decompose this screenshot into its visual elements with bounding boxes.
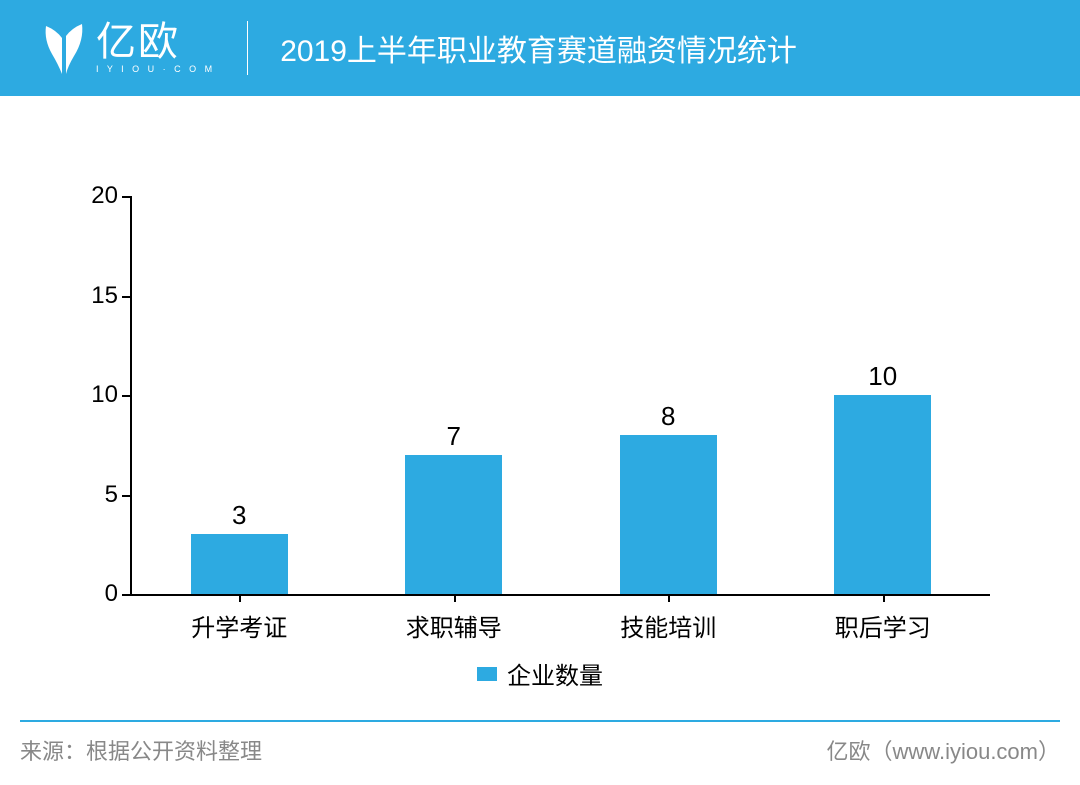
- brand-logo: 亿欧 I Y I O U · C O M: [40, 20, 215, 76]
- chart-area: 051015203升学考证7求职辅导8技能培训10职后学习 企业数量: [60, 186, 1020, 696]
- y-tick-label: 10: [91, 381, 118, 409]
- y-tick: [122, 196, 130, 198]
- leaf-logo-icon: [40, 20, 88, 76]
- x-tick-label: 技能培训: [620, 608, 716, 643]
- brand-subtext: I Y I O U · C O M: [96, 64, 215, 74]
- bar: 8: [620, 435, 717, 594]
- bar-value-label: 3: [232, 500, 246, 531]
- y-tick: [122, 395, 130, 397]
- plot-region: 051015203升学考证7求职辅导8技能培训10职后学习: [130, 196, 990, 596]
- x-tick-label: 升学考证: [191, 608, 287, 643]
- footer-divider: [20, 720, 1060, 722]
- source-text: 来源：根据公开资料整理: [20, 734, 262, 766]
- bar: 7: [405, 455, 502, 594]
- legend: 企业数量: [477, 656, 603, 691]
- bar-value-label: 8: [661, 401, 675, 432]
- x-tick: [883, 594, 885, 602]
- x-tick-label: 职后学习: [835, 608, 931, 643]
- x-tick: [239, 594, 241, 602]
- chart-title: 2019上半年职业教育赛道融资情况统计: [280, 26, 797, 70]
- y-tick: [122, 594, 130, 596]
- bar-value-label: 7: [447, 421, 461, 452]
- brand-name: 亿欧: [96, 22, 215, 62]
- y-tick-label: 0: [105, 580, 118, 608]
- x-tick: [454, 594, 456, 602]
- header-divider: [247, 21, 248, 75]
- y-tick-label: 15: [91, 282, 118, 310]
- y-tick: [122, 296, 130, 298]
- x-tick-label: 求职辅导: [406, 608, 502, 643]
- attribution-text: 亿欧（www.iyiou.com）: [827, 734, 1060, 766]
- footer: 来源：根据公开资料整理 亿欧（www.iyiou.com）: [20, 734, 1060, 766]
- bar-value-label: 10: [868, 361, 897, 392]
- x-tick: [668, 594, 670, 602]
- y-tick-label: 20: [91, 182, 118, 210]
- legend-label: 企业数量: [507, 656, 603, 691]
- legend-swatch: [477, 667, 497, 681]
- y-tick-label: 5: [105, 481, 118, 509]
- header-bar: 亿欧 I Y I O U · C O M 2019上半年职业教育赛道融资情况统计: [0, 0, 1080, 96]
- bar: 3: [191, 534, 288, 594]
- y-tick: [122, 495, 130, 497]
- bar: 10: [834, 395, 931, 594]
